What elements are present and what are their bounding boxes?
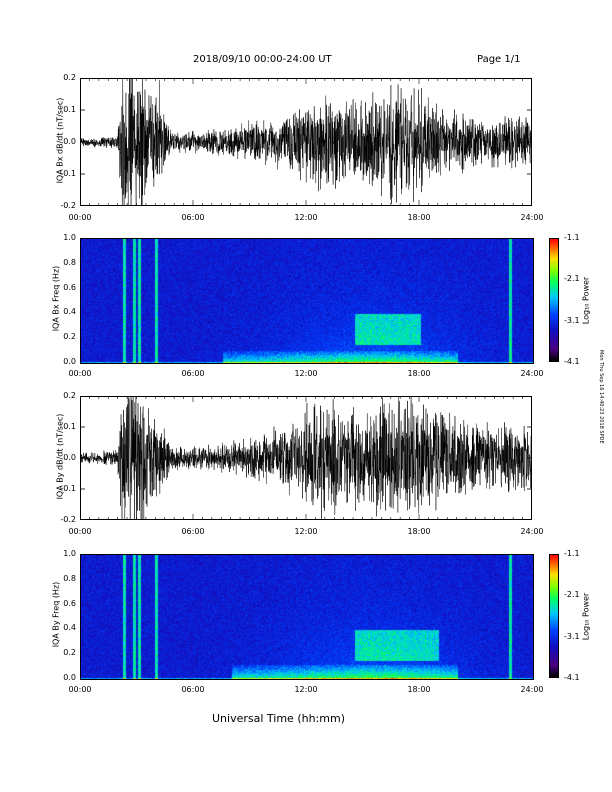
y-tick-label: 1.0 <box>63 549 76 558</box>
y-tick-label: 0.2 <box>63 332 76 342</box>
x-tick-label: 00:00 <box>68 369 92 378</box>
y-tick-label: 0.0 <box>63 453 76 462</box>
y-tick-label: 0.2 <box>63 391 76 400</box>
y-tick-label: 0.1 <box>63 422 76 431</box>
by-colorbar-label: Log₁₀ Power <box>581 592 591 641</box>
x-tick-label: 24:00 <box>520 527 544 536</box>
bx-colorbar-label: Log₁₀ Power <box>581 276 591 325</box>
colorbar-tick-label: -1.1 <box>564 233 580 242</box>
x-tick-label: 18:00 <box>407 213 431 222</box>
page-indicator: Page 1/1 <box>477 54 521 65</box>
x-tick-label: 24:00 <box>520 369 544 378</box>
x-tick-label: 06:00 <box>181 369 205 378</box>
generation-stamp: Mon Thu Sep 16 14:40:23 2018 SPDE <box>598 350 604 444</box>
x-tick-label: 12:00 <box>294 685 318 694</box>
by-colorbar <box>549 554 559 678</box>
y-tick-label: -0.2 <box>60 515 76 524</box>
y-tick-label: 0.6 <box>63 598 76 608</box>
bx-freq-ylabel: IQA Bx Freq (Hz) <box>51 265 61 332</box>
y-tick-label: -0.2 <box>60 201 76 210</box>
y-tick-label: 0.2 <box>63 73 76 82</box>
y-tick-label: 0.4 <box>63 623 76 633</box>
colorbar-tick-label: -4.1 <box>564 673 580 682</box>
colorbar-tick-label: -2.1 <box>564 590 580 600</box>
bx-spectrogram-heatmap <box>80 238 534 364</box>
y-tick-label: 0.1 <box>63 105 76 114</box>
x-tick-label: 18:00 <box>407 369 431 378</box>
x-tick-label: 06:00 <box>181 213 205 222</box>
x-tick-label: 00:00 <box>68 685 92 694</box>
x-tick-label: 00:00 <box>68 213 92 222</box>
x-tick-label: 06:00 <box>181 527 205 536</box>
y-tick-label: 0.0 <box>63 673 76 682</box>
x-tick-label: 18:00 <box>407 527 431 536</box>
y-tick-label: -0.1 <box>60 169 76 178</box>
bx-dbdt-plot <box>80 78 532 206</box>
x-tick-label: 24:00 <box>520 213 544 222</box>
x-tick-label: 12:00 <box>294 369 318 378</box>
x-tick-label: 06:00 <box>181 685 205 694</box>
y-tick-label: 0.0 <box>63 137 76 146</box>
by-dbdt-plot <box>80 396 532 520</box>
colorbar-tick-label: -4.1 <box>564 357 580 366</box>
by-freq-ylabel: IQA By Freq (Hz) <box>51 581 61 648</box>
x-tick-label: 00:00 <box>68 527 92 536</box>
colorbar-tick-label: -1.1 <box>564 549 580 558</box>
bx-colorbar <box>549 238 559 362</box>
colorbar-tick-label: -3.1 <box>564 631 580 641</box>
y-tick-label: 0.4 <box>63 307 76 317</box>
colorbar-tick-label: -2.1 <box>564 274 580 284</box>
waveform-trace <box>80 396 532 520</box>
y-tick-label: 0.2 <box>63 648 76 658</box>
x-tick-label: 12:00 <box>294 213 318 222</box>
y-tick-label: 0.0 <box>63 357 76 366</box>
y-tick-label: 0.8 <box>63 257 76 267</box>
x-tick-label: 24:00 <box>520 685 544 694</box>
x-axis-label: Universal Time (hh:mm) <box>212 712 345 725</box>
x-tick-label: 18:00 <box>407 685 431 694</box>
y-tick-label: 0.8 <box>63 573 76 583</box>
y-tick-label: -0.1 <box>60 484 76 493</box>
waveform-trace <box>80 78 532 206</box>
y-tick-label: 1.0 <box>63 233 76 242</box>
by-spectrogram-heatmap <box>80 554 534 680</box>
x-tick-label: 12:00 <box>294 527 318 536</box>
colorbar-tick-label: -3.1 <box>564 315 580 325</box>
figure-title: 2018/09/10 00:00-24:00 UT <box>193 54 332 65</box>
y-tick-label: 0.6 <box>63 282 76 292</box>
